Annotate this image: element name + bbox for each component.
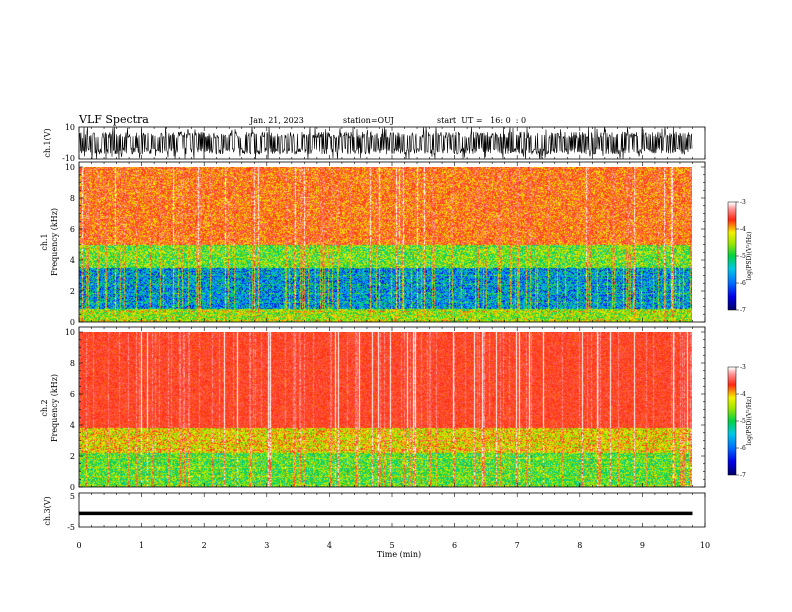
ch1-waveform-line [78, 126, 693, 160]
colorbar-tick-label: -5 [740, 253, 746, 260]
y-tick-label: 4 [70, 421, 75, 430]
ch1-waveform-panel: 10 -10 ch.1(V) [43, 123, 706, 163]
colorbar-tick-label: -4 [740, 391, 746, 398]
ch1-ytick-top: 10 [65, 123, 75, 132]
y-tick-label: 6 [70, 225, 75, 234]
x-tick-label: 3 [264, 541, 269, 550]
x-tick-label: 4 [327, 541, 332, 550]
colorbar-tick-label: -6 [740, 280, 746, 287]
ch2-spectrogram-ylabel-channel: ch.2 [40, 399, 49, 416]
header-start-time: start UT = 16: 0 : 0 [437, 116, 526, 125]
ch2-colorbar: -3 -4 -5 -6 -7 log(PSD)(V²/Hz) [727, 364, 753, 479]
ch1-colorbar-image [728, 202, 736, 310]
x-tick-label: 2 [202, 541, 207, 550]
ch1-ytick-bottom: -10 [62, 154, 75, 163]
y-tick-label: 6 [70, 390, 75, 399]
ch2-spectrogram-ylabel-freq: Frequency (kHz) [50, 374, 59, 442]
x-tick-label: 10 [700, 541, 710, 550]
y-tick-label: 8 [70, 194, 75, 203]
ch1-spectrogram-ylabel-channel: ch.1 [40, 233, 49, 250]
colorbar-tick-label: -5 [740, 418, 746, 425]
x-axis-tick-labels: 0 1 2 3 4 5 6 7 8 9 10 [76, 541, 710, 550]
colorbar-tick-label: -6 [740, 445, 746, 452]
ch3-ytick-top: 5 [70, 492, 75, 501]
ch3-waveform-panel: 5 -5 ch.3(V) [43, 492, 706, 532]
x-tick-label: 1 [139, 541, 144, 550]
ch3-waveform-ylabel: ch.3(V) [43, 496, 52, 525]
x-tick-label: 6 [452, 541, 457, 550]
ch1-waveform-ylabel: ch.1(V) [43, 128, 52, 157]
y-tick-label: 2 [70, 452, 75, 461]
ch2-colorbar-label: log(PSD)(V²/Hz) [746, 397, 753, 446]
colorbar-tick-label: -7 [740, 307, 746, 314]
ch1-spectrogram-panel: 0 2 4 6 8 10 ch.1 Frequency (kHz) [40, 161, 706, 327]
x-tick-label: 0 [76, 541, 81, 550]
x-axis-label: Time (min) [377, 550, 421, 559]
x-tick-label: 9 [640, 541, 645, 550]
y-tick-label: 8 [70, 359, 75, 368]
colorbar-tick-label: -3 [740, 364, 746, 371]
ch1-colorbar-label: log(PSD)(V²/Hz) [746, 232, 753, 281]
ch1-colorbar: -3 -4 -5 -6 -7 log(PSD)(V²/Hz) [727, 199, 753, 314]
x-tick-label: 5 [389, 541, 394, 550]
ch2-spectrogram-panel: 0 2 4 6 8 10 ch.2 Frequency (kHz) [40, 326, 706, 492]
y-tick-label: 0 [70, 318, 75, 327]
y-tick-label: 2 [70, 287, 75, 296]
x-tick-label: 7 [515, 541, 520, 550]
ch1-spectrogram-image [79, 167, 692, 322]
figure-title: VLF Spectra [78, 113, 149, 126]
ch2-spectrogram-image [79, 332, 692, 487]
y-tick-label: 10 [65, 328, 75, 337]
colorbar-tick-label: -3 [740, 199, 746, 206]
ch2-colorbar-image [728, 367, 736, 475]
header-date: Jan. 21, 2023 [249, 116, 304, 125]
y-tick-label: 0 [70, 483, 75, 492]
ch1-spectrogram-ylabel-freq: Frequency (kHz) [50, 208, 59, 276]
colorbar-tick-label: -7 [740, 472, 746, 479]
colorbar-tick-label: -4 [740, 226, 746, 233]
ch3-ytick-bottom: -5 [67, 523, 75, 532]
x-tick-label: 8 [577, 541, 582, 550]
header-station: station=OUJ [343, 116, 394, 125]
y-tick-label: 4 [70, 256, 75, 265]
y-tick-label: 10 [65, 163, 75, 172]
